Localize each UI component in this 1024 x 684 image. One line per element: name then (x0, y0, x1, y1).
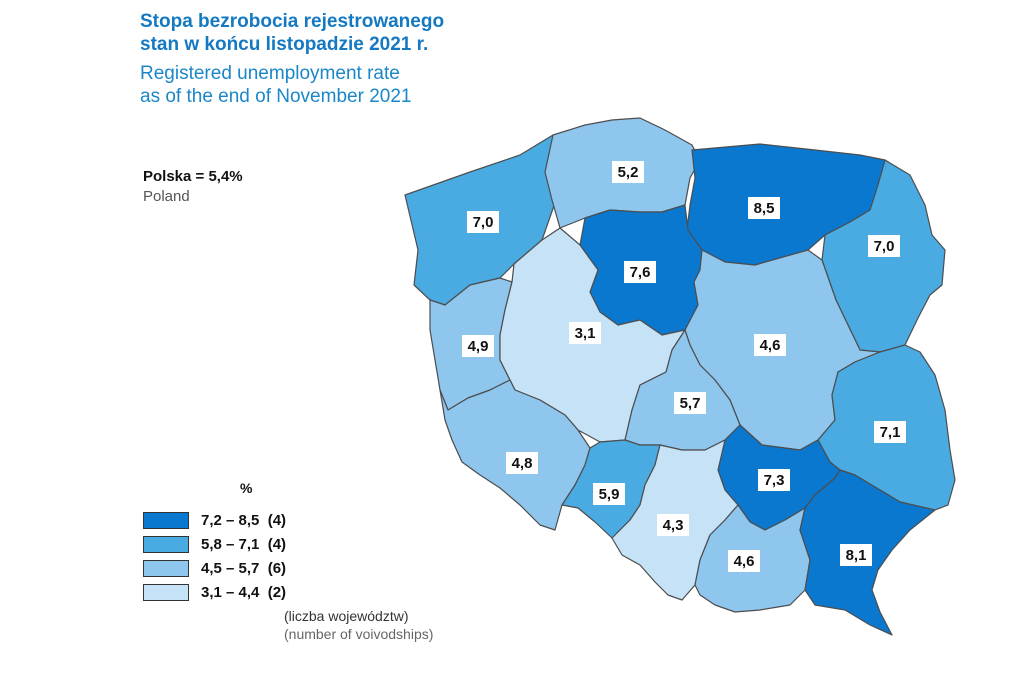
region-value-label: 3,1 (569, 322, 601, 344)
legend-label: 5,8 – 7,1 (4) (201, 535, 287, 553)
region-value-label: 5,7 (674, 392, 706, 414)
legend-item: 5,8 – 7,1 (4) (143, 532, 286, 556)
region-value-label: 4,6 (728, 550, 760, 572)
region-value: 4,6 (734, 553, 755, 570)
region-value-label: 4,8 (506, 452, 538, 474)
legend-swatch (143, 559, 189, 577)
title-english-line2: as of the end of November 2021 (140, 86, 412, 107)
legend-item: 7,2 – 8,5 (4) (143, 508, 286, 532)
legend-swatch (143, 535, 189, 553)
region-value-box (467, 211, 499, 233)
legend: 7,2 – 8,5 (4) 5,8 – 7,1 (4) 4,5 – 5,7 (6… (143, 508, 286, 604)
region-value: 4,3 (663, 517, 684, 534)
region-value-label: 8,5 (748, 197, 780, 219)
region-value-label: 8,1 (840, 544, 872, 566)
region-value-box (874, 421, 906, 443)
national-rate-label: Polska = 5,4% (143, 168, 243, 185)
legend-unit: % (240, 480, 253, 496)
region-value-box (624, 261, 656, 283)
region-value-box (868, 235, 900, 257)
region-value-box (758, 469, 790, 491)
region-value: 7,0 (473, 214, 494, 231)
region-value: 7,6 (630, 264, 651, 281)
legend-note-english: (number of voivodships) (284, 626, 434, 642)
region-value-label: 7,0 (868, 235, 900, 257)
labels-layer: 7,0 5,2 8,5 7,6 7,0 4,9 3,1 4,6 5,7 7,1 4,8 5,9 7,3 4… (462, 161, 906, 572)
region-value-box (569, 322, 601, 344)
legend-swatch (143, 583, 189, 601)
region-value-box (728, 550, 760, 572)
region-value-label: 5,2 (612, 161, 644, 183)
region-value-label: 7,1 (874, 421, 906, 443)
region-value-label: 7,6 (624, 261, 656, 283)
legend-item: 4,5 – 5,7 (6) (143, 556, 286, 580)
region-value-label: 7,0 (467, 211, 499, 233)
legend-label: 4,5 – 5,7 (6) (201, 559, 287, 577)
region-value-box (462, 335, 494, 357)
region-value-label: 4,6 (754, 334, 786, 356)
region-value-label: 4,9 (462, 335, 494, 357)
regions-layer (404, 117, 956, 636)
region-value: 4,6 (760, 337, 781, 354)
title-english-line1: Registered unemployment rate (140, 63, 400, 84)
region-value-label: 5,9 (593, 483, 625, 505)
region-value-box (506, 452, 538, 474)
legend-label: 3,1 – 4,4 (2) (201, 583, 287, 601)
region-value: 4,8 (512, 455, 533, 472)
region-value-box (754, 334, 786, 356)
region-value-box (674, 392, 706, 414)
region-value-label: 4,3 (657, 514, 689, 536)
region-value: 4,9 (468, 338, 489, 355)
region-value: 5,7 (680, 395, 701, 412)
region-value-box (612, 161, 644, 183)
title-polish-line1: Stopa bezrobocia rejestrowanego (140, 11, 445, 32)
region-value: 5,2 (618, 164, 639, 181)
region-value-box (657, 514, 689, 536)
legend-item: 3,1 – 4,4 (2) (143, 580, 286, 604)
region-value-box (593, 483, 625, 505)
region-value: 5,9 (599, 486, 620, 503)
legend-label: 7,2 – 8,5 (4) (201, 511, 287, 529)
legend-swatch (143, 511, 189, 529)
region-value-box (748, 197, 780, 219)
national-rate-label-english: Poland (143, 188, 190, 205)
region-value: 7,3 (764, 472, 785, 489)
region-value: 7,1 (880, 424, 901, 441)
title-polish: Stopa bezrobocia rejestrowanego stan w k… (140, 10, 444, 56)
region-value: 8,5 (754, 200, 775, 217)
legend-note: (liczba województw) (284, 608, 409, 624)
region-value: 8,1 (846, 547, 867, 564)
region-value: 3,1 (575, 325, 596, 342)
title-polish-line2: stan w końcu listopadzie 2021 r. (140, 34, 429, 55)
region-value-label: 7,3 (758, 469, 790, 491)
region-value: 7,0 (874, 238, 895, 255)
title-english: Registered unemployment rate as of the e… (140, 62, 411, 108)
region-value-box (840, 544, 872, 566)
